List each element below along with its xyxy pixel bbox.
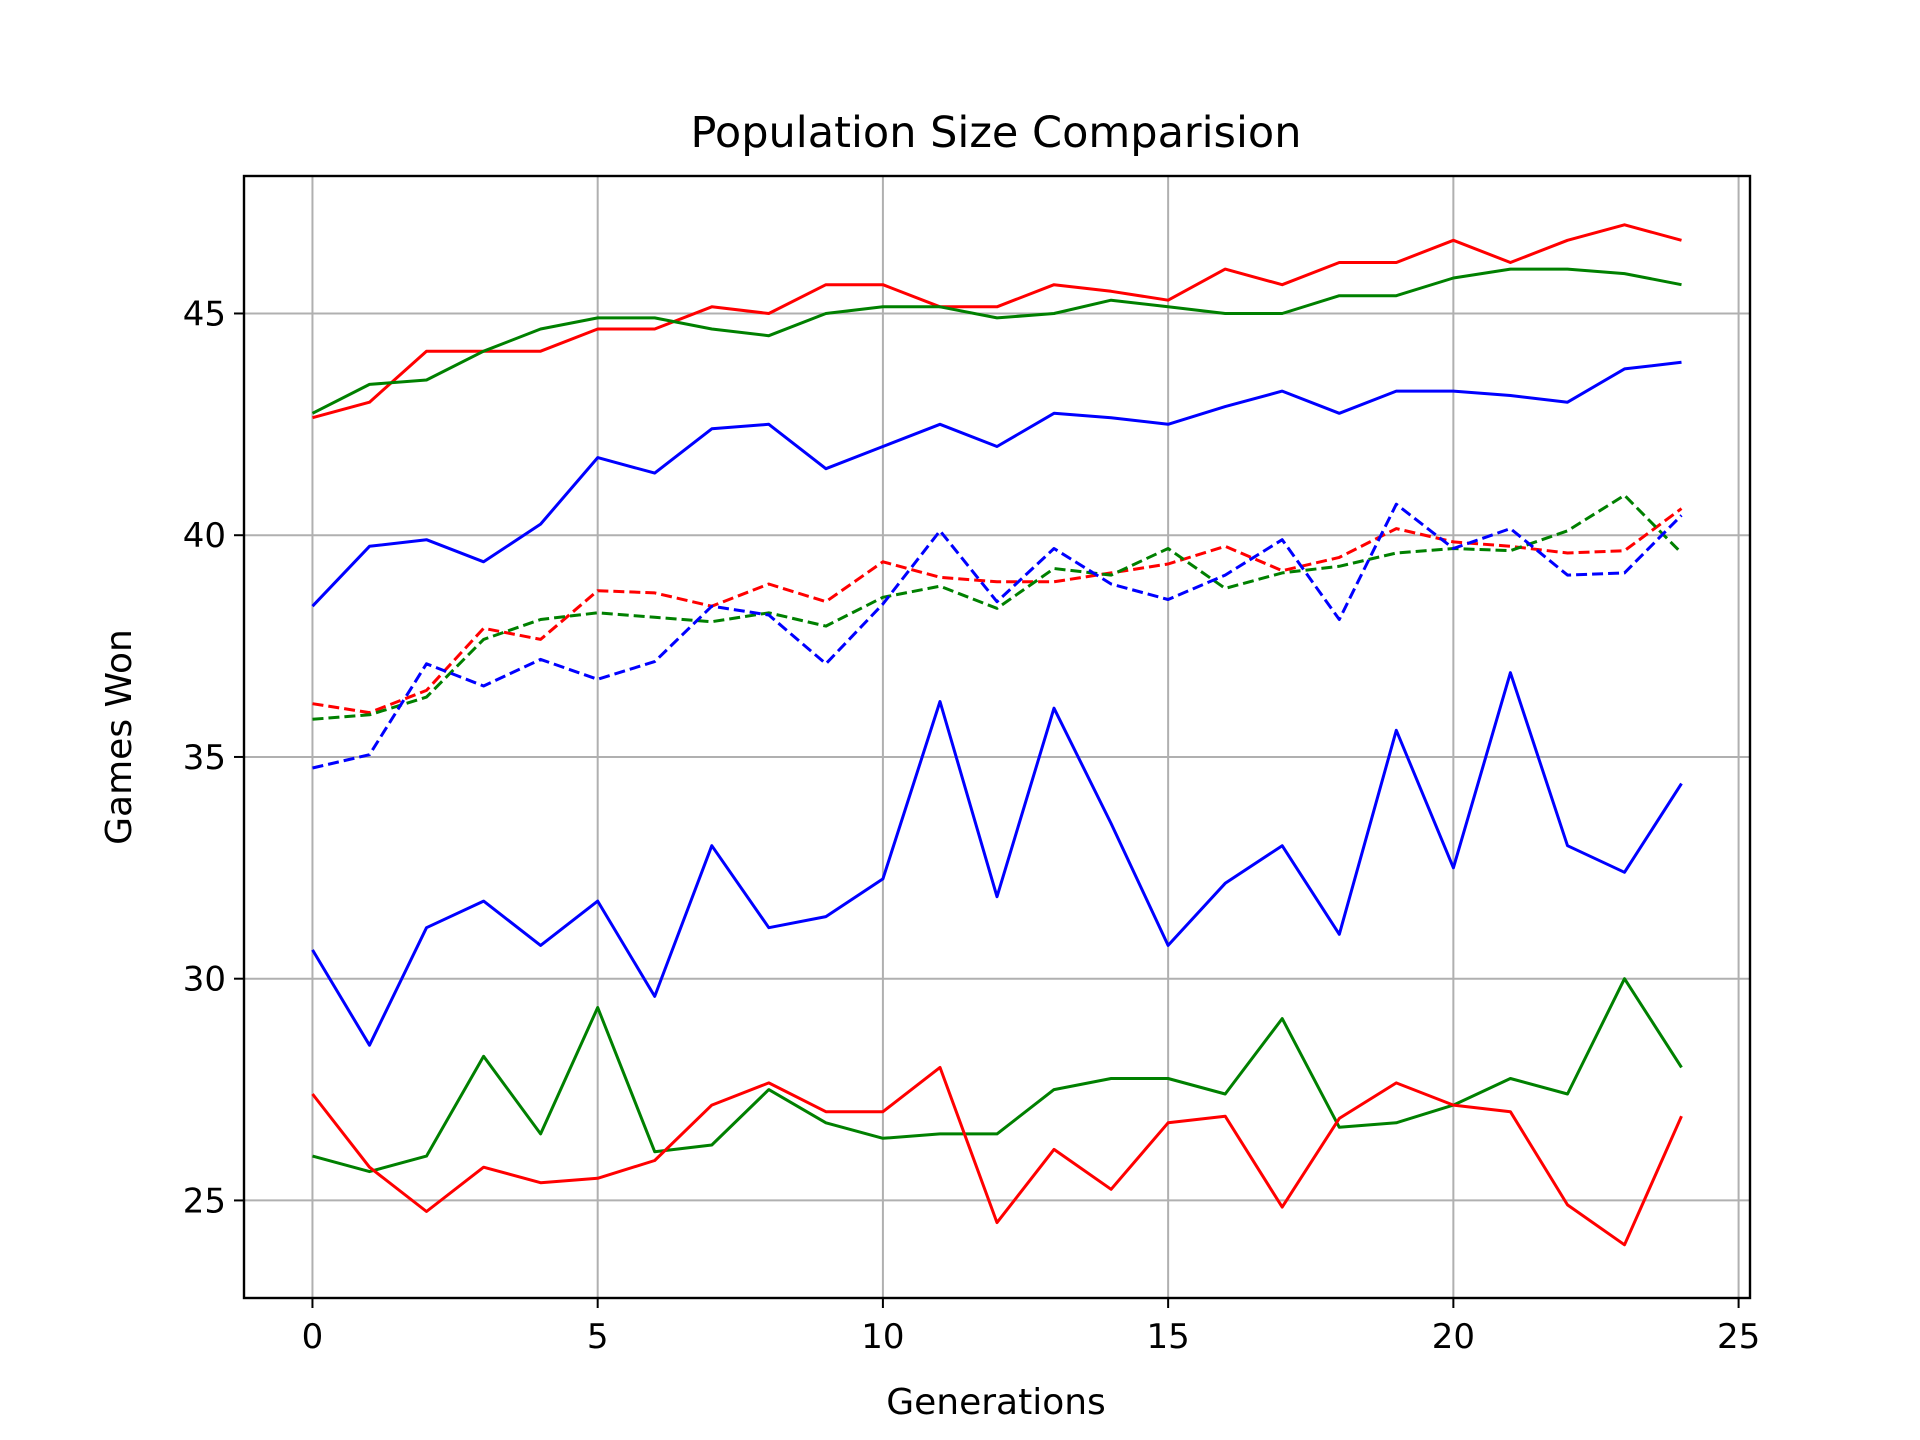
series-line-1 [312, 223, 1682, 420]
series-line-2 [311, 267, 1682, 415]
y-axis-label: Games Won [99, 629, 140, 845]
series-line-7 [311, 671, 1683, 1047]
series-group [311, 223, 1683, 1247]
x-tick-label: 20 [1432, 1317, 1475, 1357]
x-tick-label: 15 [1147, 1317, 1190, 1357]
series-line-5 [312, 493, 1683, 721]
y-tick-label: 35 [183, 738, 226, 778]
y-tick-label: 30 [183, 960, 226, 1000]
grid [244, 176, 1750, 1298]
y-axis: 25 30 35 40 45 [183, 294, 244, 1221]
x-tick-label: 10 [861, 1317, 904, 1357]
series-line-3 [311, 360, 1682, 608]
x-tick-label: 25 [1717, 1317, 1760, 1357]
x-axis-label: Generations [886, 1382, 1106, 1423]
x-tick-label: 0 [302, 1317, 324, 1357]
y-tick-label: 40 [183, 516, 226, 556]
x-axis: 0 5 10 15 20 25 [302, 1298, 1760, 1357]
chart-title: Population Size Comparision [691, 108, 1302, 158]
series-line-6 [312, 502, 1683, 770]
series-line-4 [312, 507, 1683, 715]
series-line-9 [311, 1065, 1683, 1247]
y-tick-label: 45 [183, 294, 226, 334]
y-tick-label: 25 [183, 1181, 226, 1221]
x-tick-label: 5 [587, 1317, 609, 1357]
plot-frame [242, 174, 1752, 1300]
series-line-8 [312, 977, 1683, 1174]
